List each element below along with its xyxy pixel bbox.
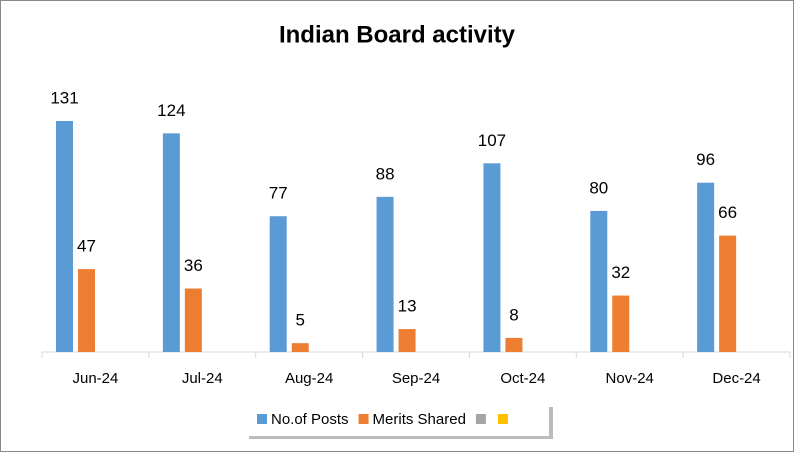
legend: No.of Posts Merits Shared — [257, 411, 508, 428]
bar — [269, 216, 287, 352]
bar — [505, 337, 523, 352]
value-label: 124 — [157, 101, 185, 120]
bar — [590, 210, 608, 352]
value-label: 131 — [50, 88, 78, 107]
bar — [376, 196, 394, 352]
x-tick-label: Sep-24 — [392, 370, 440, 387]
x-tick-label: Oct-24 — [500, 370, 545, 387]
legend-swatch — [257, 414, 267, 424]
bar — [78, 269, 95, 352]
x-tick-label: Dec-24 — [712, 370, 760, 387]
value-label: 47 — [77, 237, 96, 256]
x-tick-label: Aug-24 — [285, 370, 333, 387]
legend-swatch — [358, 414, 369, 424]
value-label: 96 — [696, 150, 715, 169]
bar — [184, 288, 202, 352]
value-label: 80 — [589, 178, 608, 197]
x-tick-label: Jun-24 — [72, 370, 118, 387]
value-label: 66 — [718, 203, 737, 222]
legend-label: Merits Shared — [373, 411, 466, 428]
bar — [291, 343, 309, 352]
legend-swatch — [475, 414, 486, 424]
bar — [398, 329, 416, 352]
legend-label: No.of Posts — [271, 411, 349, 428]
bar — [483, 163, 501, 352]
bar — [56, 121, 73, 352]
bar — [612, 295, 630, 352]
x-tick-label: Jul-24 — [182, 370, 223, 387]
value-label: 8 — [509, 305, 518, 324]
bar — [719, 235, 737, 352]
value-label: 32 — [611, 263, 630, 282]
value-label: 107 — [478, 131, 506, 150]
value-label: 88 — [376, 164, 395, 183]
value-label: 36 — [184, 256, 203, 275]
chart-title: Indian Board activity — [279, 21, 516, 48]
value-label: 5 — [295, 311, 304, 330]
x-tick-label: Nov-24 — [606, 370, 654, 387]
bar — [162, 133, 180, 352]
legend-swatch — [497, 414, 508, 424]
value-label: 13 — [398, 297, 417, 316]
value-label: 77 — [269, 184, 288, 203]
bar — [697, 182, 715, 352]
